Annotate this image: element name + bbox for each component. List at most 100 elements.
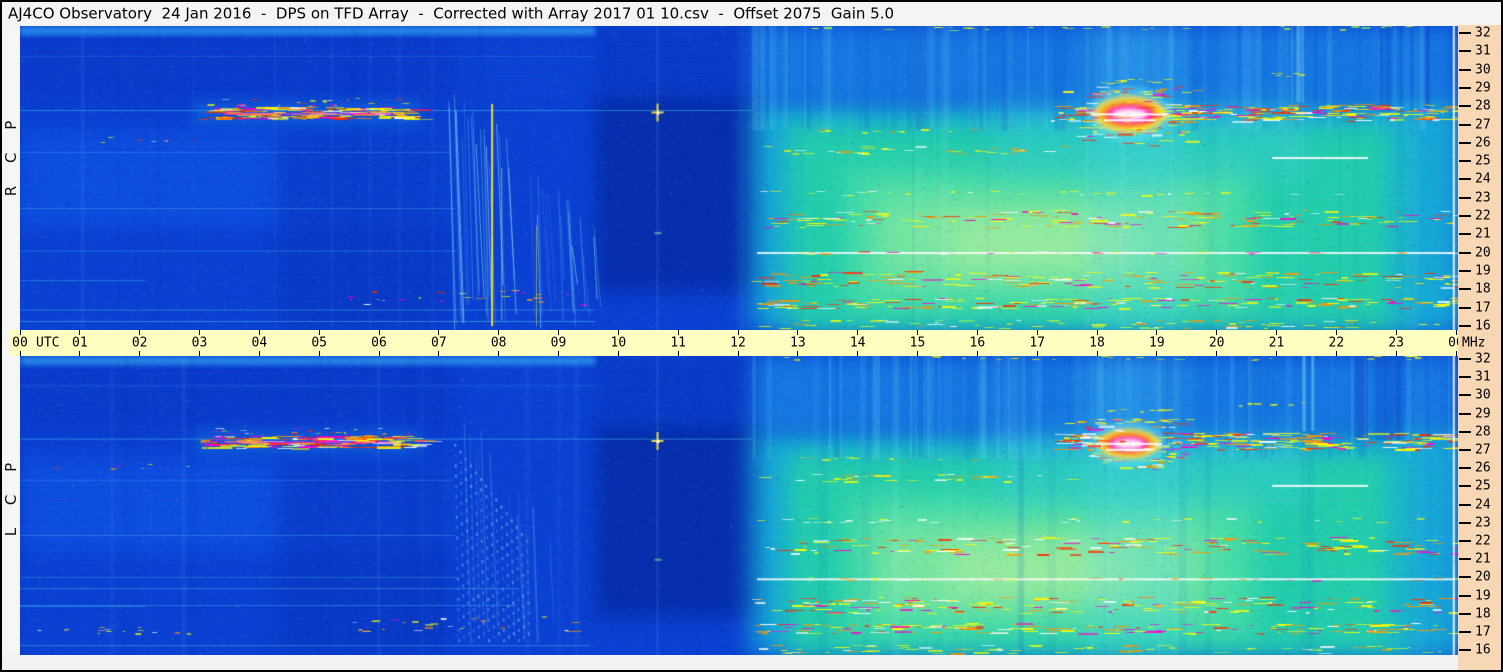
time-tick: [1036, 330, 1038, 335]
freq-tick: [1459, 178, 1471, 181]
time-tick-label: 16: [969, 335, 986, 351]
time-tick: [917, 330, 918, 335]
time-tick-label: 21: [1268, 335, 1285, 351]
time-tick-label: 04: [251, 335, 268, 351]
time-tick: [617, 330, 619, 335]
freq-tick: [1459, 558, 1471, 561]
time-tick: [378, 351, 380, 356]
time-tick: [1216, 351, 1218, 356]
time-tick: [677, 351, 679, 356]
freq-tick-label: 19: [1475, 588, 1491, 604]
freq-tick-label: 30: [1475, 62, 1491, 78]
time-tick: [438, 330, 440, 335]
time-tick-label: 19: [1149, 335, 1165, 351]
freq-tick: [1459, 32, 1471, 34]
time-tick: [976, 351, 978, 356]
freq-tick: [1459, 215, 1471, 217]
time-tick: [1036, 351, 1038, 356]
time-tick-label: 17: [1029, 335, 1045, 351]
time-tick: [1096, 351, 1098, 356]
bottom-margin: [2, 655, 1458, 670]
spectrogram-lcp-canvas: [20, 356, 1458, 655]
freq-tick-label: 18: [1475, 281, 1491, 297]
time-tick: [1276, 330, 1277, 335]
freq-tick: [1459, 412, 1471, 415]
time-tick-label: 05: [311, 335, 327, 351]
time-tick: [917, 351, 918, 356]
freq-tick: [1459, 521, 1471, 524]
freq-tick: [1459, 649, 1471, 652]
freq-tick-label: 21: [1475, 551, 1491, 567]
time-tick: [498, 351, 500, 356]
freq-tick: [1459, 376, 1471, 379]
freq-tick-label: 21: [1475, 226, 1491, 242]
freq-tick: [1459, 123, 1471, 126]
time-tick: [1216, 330, 1218, 335]
freq-tick-label: 26: [1475, 135, 1491, 151]
freq-tick-label: 22: [1475, 533, 1491, 549]
time-tick: [857, 330, 859, 335]
freq-tick-label: 26: [1475, 460, 1491, 476]
time-tick-label: 13: [790, 335, 806, 351]
rcp-panel-label: R C P: [2, 111, 20, 197]
time-tick: [617, 351, 619, 356]
time-tick-label: 01: [72, 335, 88, 351]
freq-tick-label: 29: [1475, 406, 1491, 422]
time-tick: [139, 351, 141, 356]
freq-tick-label: 32: [1475, 351, 1491, 367]
freq-tick-label: 32: [1475, 25, 1491, 41]
time-tick: [498, 330, 500, 335]
time-tick: [19, 351, 21, 356]
freq-tick: [1459, 576, 1471, 579]
time-tick: [857, 351, 859, 356]
time-tick: [1096, 330, 1098, 335]
time-tick: [1335, 351, 1337, 356]
time-tick-label: 12: [730, 335, 746, 351]
freq-tick: [1459, 105, 1471, 108]
freq-tick-label: 18: [1475, 606, 1491, 622]
time-tick: [139, 330, 141, 335]
time-tick: [438, 351, 440, 356]
time-tick-label: 08: [490, 335, 507, 351]
freq-tick-label: 25: [1475, 153, 1491, 169]
freq-tick-label: 31: [1475, 43, 1491, 59]
freq-tick: [1459, 68, 1471, 71]
time-tick: [19, 330, 21, 335]
time-tick-label: 14: [849, 335, 866, 351]
window-title: AJ4CO Observatory 24 Jan 2016 - DPS on T…: [8, 4, 895, 23]
freq-tick-label: 25: [1475, 478, 1491, 494]
time-tick: [378, 330, 380, 335]
freq-tick-label: 31: [1475, 369, 1491, 385]
freq-tick-label: 16: [1475, 642, 1491, 658]
freq-tick: [1459, 86, 1471, 89]
freq-tick: [1459, 306, 1471, 309]
time-tick: [797, 351, 799, 356]
time-tick: [677, 330, 679, 335]
time-tick-label: 23: [1388, 335, 1404, 351]
time-tick: [318, 351, 320, 356]
time-tick: [1156, 351, 1158, 356]
freq-tick-label: 23: [1475, 515, 1491, 531]
time-tick-label: 06: [371, 335, 387, 351]
freq-tick-label: 23: [1475, 190, 1491, 206]
time-tick: [1455, 351, 1457, 356]
freq-tick: [1459, 160, 1471, 163]
time-tick: [1395, 351, 1397, 356]
time-tick: [318, 330, 320, 335]
freq-tick: [1459, 467, 1471, 470]
freq-tick-label: 29: [1475, 80, 1491, 96]
freq-tick-label: 24: [1475, 497, 1491, 513]
time-tick: [1276, 351, 1277, 356]
freq-tick: [1459, 358, 1471, 360]
freq-tick-label: 27: [1475, 442, 1491, 458]
time-tick: [737, 330, 739, 335]
freq-tick: [1459, 503, 1471, 506]
freq-tick-label: 28: [1475, 98, 1491, 114]
freq-tick-label: 24: [1475, 171, 1491, 187]
freq-tick: [1459, 233, 1471, 236]
time-tick: [79, 330, 81, 335]
freq-tick: [1459, 196, 1471, 199]
time-tick: [1455, 330, 1457, 335]
freq-tick-label: 22: [1475, 208, 1491, 224]
